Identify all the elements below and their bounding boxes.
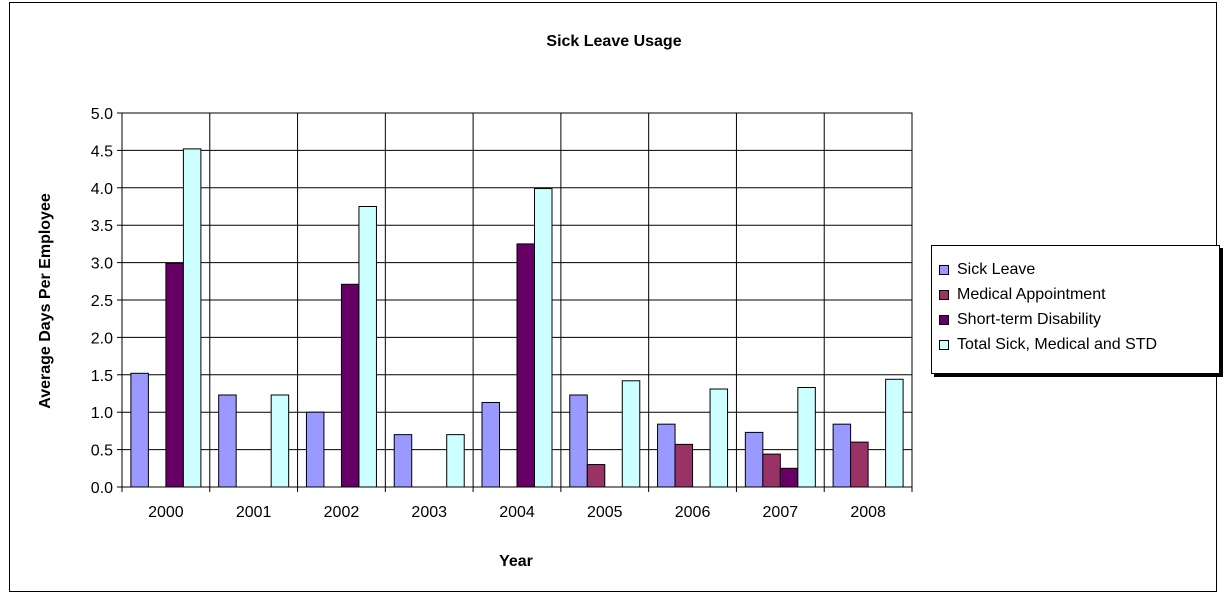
y-tick-label: 3.0 [91,256,113,273]
bar [516,243,535,488]
bar [762,453,781,488]
x-tick-label: 2003 [411,504,447,521]
bar [850,441,869,488]
legend-swatch [939,265,949,275]
bar [446,434,465,488]
bar [779,467,799,488]
x-axis-label: Year [499,553,533,570]
bar [569,394,588,488]
bar [182,148,202,488]
x-tick-label: 2000 [148,504,184,521]
bar [340,283,360,488]
plot-border [121,112,913,488]
y-tick-label: 4.5 [91,143,113,160]
x-tick-label: 2008 [850,504,886,521]
y-tick-label: 2.5 [91,293,113,310]
y-tick-label: 3.5 [91,218,113,235]
bar [130,372,149,488]
legend-item-sick-leave: Sick Leave [939,259,1035,281]
bar [218,394,237,488]
legend-item-short-term-disability: Short-term Disability [939,309,1101,331]
bar [165,262,184,488]
bar [534,188,553,488]
bar [744,431,764,488]
x-tick-label: 2004 [499,504,535,521]
y-tick-label: 1.5 [91,368,113,385]
x-tick-label: 2006 [675,504,711,521]
plot-area: 0.0 0.5 1.0 1.5 2.0 2.5 3.0 3.5 4.0 4.5 5.0 2000 200… [91,106,913,521]
legend-swatch [939,290,949,300]
bar [393,434,413,488]
y-tick-label: 4.0 [91,181,113,198]
legend-label: Total Sick, Medical and STD [957,336,1158,353]
bar [358,206,377,488]
chart-title: Sick Leave Usage [546,33,681,50]
y-tick-label: 0.5 [91,443,113,460]
legend-item-total: Total Sick, Medical and STD [939,334,1157,356]
bar [586,464,606,488]
y-tick-label: 2.0 [91,330,113,347]
bar [621,380,641,488]
legend-item-medical-appointment: Medical Appointment [939,284,1106,306]
bar [270,394,290,488]
x-tick-label: 2005 [587,504,623,521]
bar [305,411,325,488]
legend-swatch [939,315,949,325]
bar [797,387,816,488]
y-tick-label: 1.0 [91,405,113,422]
x-tick-label: 2007 [763,504,799,521]
legend-label: Sick Leave [957,261,1036,278]
legend-label: Short-term Disability [957,311,1102,328]
legend-swatch [939,340,949,350]
bar [709,388,729,488]
y-tick-label: 5.0 [91,106,113,123]
bar [832,423,852,488]
legend-label: Medical Appointment [957,286,1106,303]
y-tick-label: 0.0 [91,480,113,497]
y-axis-label: Average Days Per Employee [37,193,54,409]
bar [885,378,904,488]
bar [481,401,500,488]
x-tick-label: 2002 [324,504,360,521]
legend: Sick Leave Medical Appointment Short-ter… [931,245,1220,374]
bar [674,443,694,488]
bar [657,423,676,488]
x-tick-label: 2001 [236,504,272,521]
